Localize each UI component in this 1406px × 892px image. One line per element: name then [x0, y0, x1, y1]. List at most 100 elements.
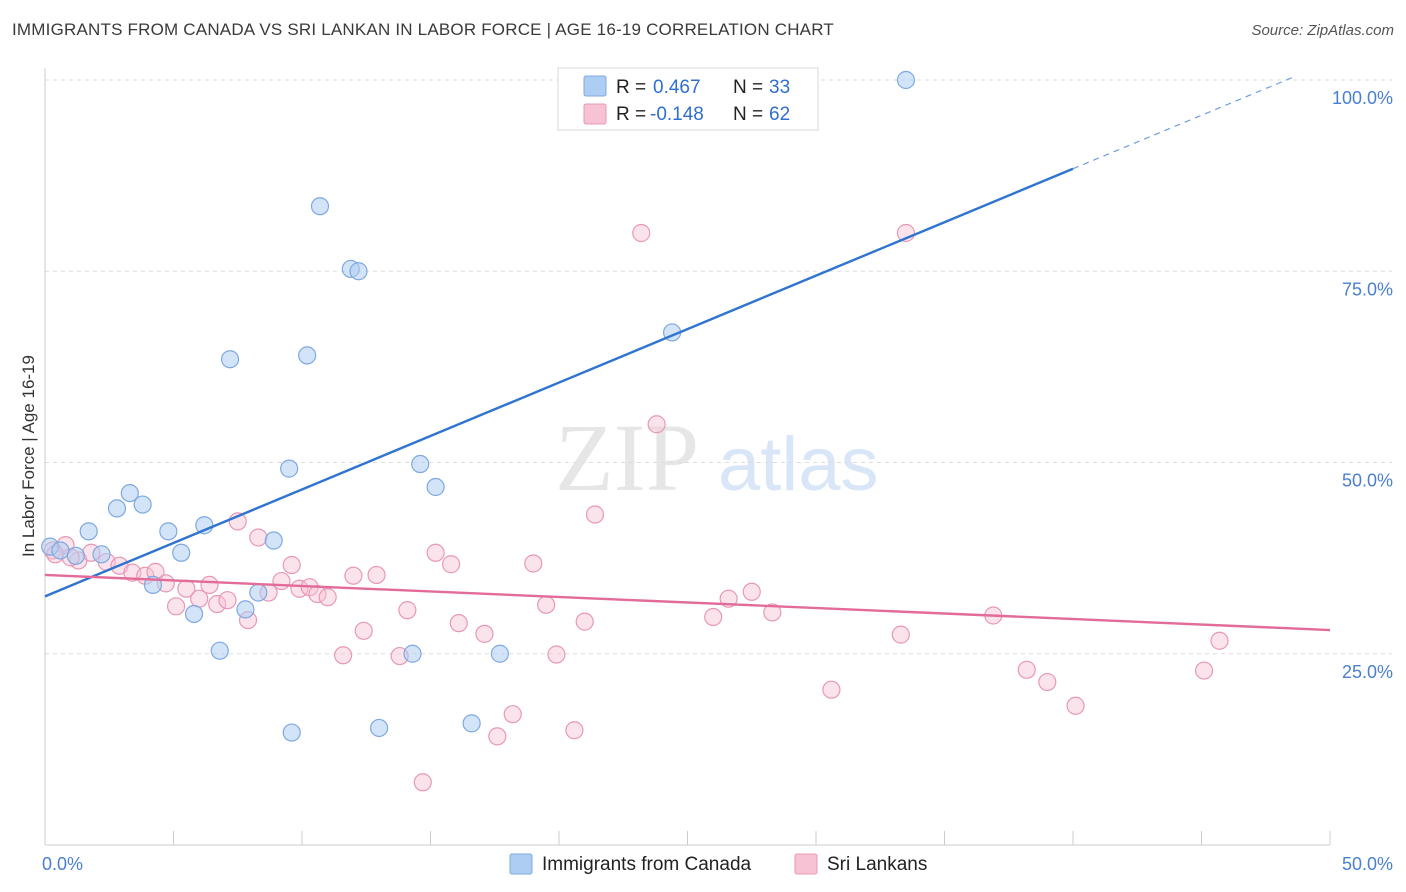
y-tick-label: 75.0% — [1342, 279, 1393, 299]
point-immigrants-from-canada — [172, 543, 191, 562]
point-immigrants-from-canada — [282, 723, 301, 742]
legend-n-value-1: 33 — [769, 77, 790, 98]
series-legend: Immigrants from Canada Sri Lankans — [509, 853, 927, 875]
point-sri-lankans — [426, 543, 445, 562]
point-immigrants-from-canada — [310, 197, 330, 216]
point-sri-lankans — [218, 591, 237, 610]
y-tick-label: 50.0% — [1342, 471, 1393, 491]
legend-swatch-blue — [583, 75, 607, 97]
point-sri-lankans — [647, 415, 666, 434]
point-immigrants-from-canada — [66, 546, 85, 565]
point-sri-lankans — [249, 528, 268, 547]
point-sri-lankans — [367, 565, 386, 585]
point-immigrants-from-canada — [370, 718, 389, 738]
point-sri-lankans — [344, 566, 363, 585]
point-immigrants-from-canada — [51, 541, 70, 560]
legend-n-label-2: N = — [733, 104, 763, 125]
legend-n-label-1: N = — [733, 77, 763, 98]
x-tick-label: 0.0% — [42, 854, 83, 874]
point-sri-lankans — [1066, 696, 1085, 715]
point-immigrants-from-canada — [120, 484, 139, 503]
point-immigrants-from-canada — [184, 604, 204, 624]
tick-labels: 25.0% 50.0% 75.0% 100.0% 0.0% 50.0% — [42, 88, 1393, 874]
point-immigrants-from-canada — [298, 346, 317, 365]
trend-line-immigrants-from-canada — [44, 167, 1074, 598]
point-sri-lankans — [565, 721, 584, 740]
trend-line-sri-lankans — [44, 573, 1331, 632]
legend-swatch-pink — [583, 103, 607, 125]
legend-r-label-1: R = — [616, 77, 646, 98]
point-sri-lankans — [1038, 672, 1057, 692]
point-immigrants-from-canada — [264, 531, 283, 550]
legend-r-value-2: -0.148 — [650, 104, 704, 125]
point-immigrants-from-canada — [133, 495, 152, 514]
point-sri-lankans — [742, 582, 761, 601]
point-immigrants-from-canada — [92, 545, 111, 564]
point-sri-lankans — [475, 624, 494, 643]
point-sri-lankans — [208, 594, 227, 614]
point-sri-lankans — [318, 588, 337, 607]
point-immigrants-from-canada — [210, 641, 229, 660]
point-immigrants-from-canada — [403, 644, 422, 663]
point-immigrants-from-canada — [220, 350, 240, 369]
legend-r-label-2: R = — [616, 104, 646, 125]
axes — [44, 68, 1331, 846]
y-tick-label: 25.0% — [1342, 662, 1393, 682]
y-tick-label: 100.0% — [1332, 88, 1393, 108]
point-sri-lankans — [1194, 661, 1214, 680]
point-sri-lankans — [537, 595, 556, 614]
point-sri-lankans — [585, 505, 605, 524]
point-sri-lankans — [398, 601, 417, 620]
point-immigrants-from-canada — [462, 714, 481, 733]
series-legend-swatch-blue — [509, 853, 533, 875]
point-sri-lankans — [441, 555, 461, 574]
trend-line-extension-immigrants-from-canada — [1072, 76, 1295, 170]
point-immigrants-from-canada — [79, 522, 98, 541]
chart-title: IMMIGRANTS FROM CANADA VS SRI LANKAN IN … — [12, 20, 834, 39]
legend-n-value-2: 62 — [769, 104, 790, 125]
point-sri-lankans — [575, 612, 594, 631]
point-sri-lankans — [524, 554, 543, 573]
point-immigrants-from-canada — [490, 644, 509, 663]
point-sri-lankans — [891, 625, 910, 644]
point-immigrants-from-canada — [236, 600, 255, 619]
point-immigrants-from-canada — [280, 459, 299, 478]
point-sri-lankans — [354, 621, 373, 640]
series-legend-label-pink: Sri Lankans — [827, 854, 927, 875]
point-sri-lankans — [413, 773, 432, 792]
point-sri-lankans — [822, 680, 841, 699]
point-sri-lankans — [200, 575, 219, 595]
point-immigrants-from-canada — [249, 583, 268, 602]
point-sri-lankans — [547, 645, 566, 664]
point-immigrants-from-canada — [107, 499, 127, 518]
grid-lines — [45, 79, 1392, 655]
point-sri-lankans — [449, 614, 468, 633]
point-sri-lankans — [334, 646, 353, 665]
watermark-atlas: atlas — [718, 422, 879, 507]
point-immigrants-from-canada — [896, 70, 916, 90]
point-sri-lankans — [632, 223, 651, 243]
source-credit: Source: ZipAtlas.com — [1251, 22, 1394, 39]
point-sri-lankans — [704, 607, 723, 627]
point-immigrants-from-canada — [349, 262, 368, 281]
point-immigrants-from-canada — [159, 522, 178, 541]
series-immigrants-from-canada — [41, 70, 916, 742]
point-sri-lankans — [166, 597, 186, 616]
point-sri-lankans — [1210, 631, 1229, 650]
point-immigrants-from-canada — [411, 454, 430, 474]
series-legend-swatch-pink — [794, 853, 818, 875]
legend-r-value-1: 0.467 — [653, 77, 701, 98]
correlation-legend: R = 0.467 N = 33 R = -0.148 N = 62 — [557, 67, 819, 131]
x-tick-label: 50.0% — [1342, 854, 1393, 874]
point-sri-lankans — [1017, 660, 1036, 679]
point-sri-lankans — [272, 571, 291, 591]
point-immigrants-from-canada — [426, 477, 445, 497]
trend-lines — [44, 76, 1331, 632]
point-sri-lankans — [763, 603, 782, 622]
point-sri-lankans — [503, 705, 522, 724]
y-axis-label: In Labor Force | Age 16-19 — [19, 355, 38, 557]
series-legend-label-blue: Immigrants from Canada — [542, 854, 752, 875]
point-sri-lankans — [282, 555, 301, 575]
watermark-zip: ZIP — [555, 404, 699, 511]
